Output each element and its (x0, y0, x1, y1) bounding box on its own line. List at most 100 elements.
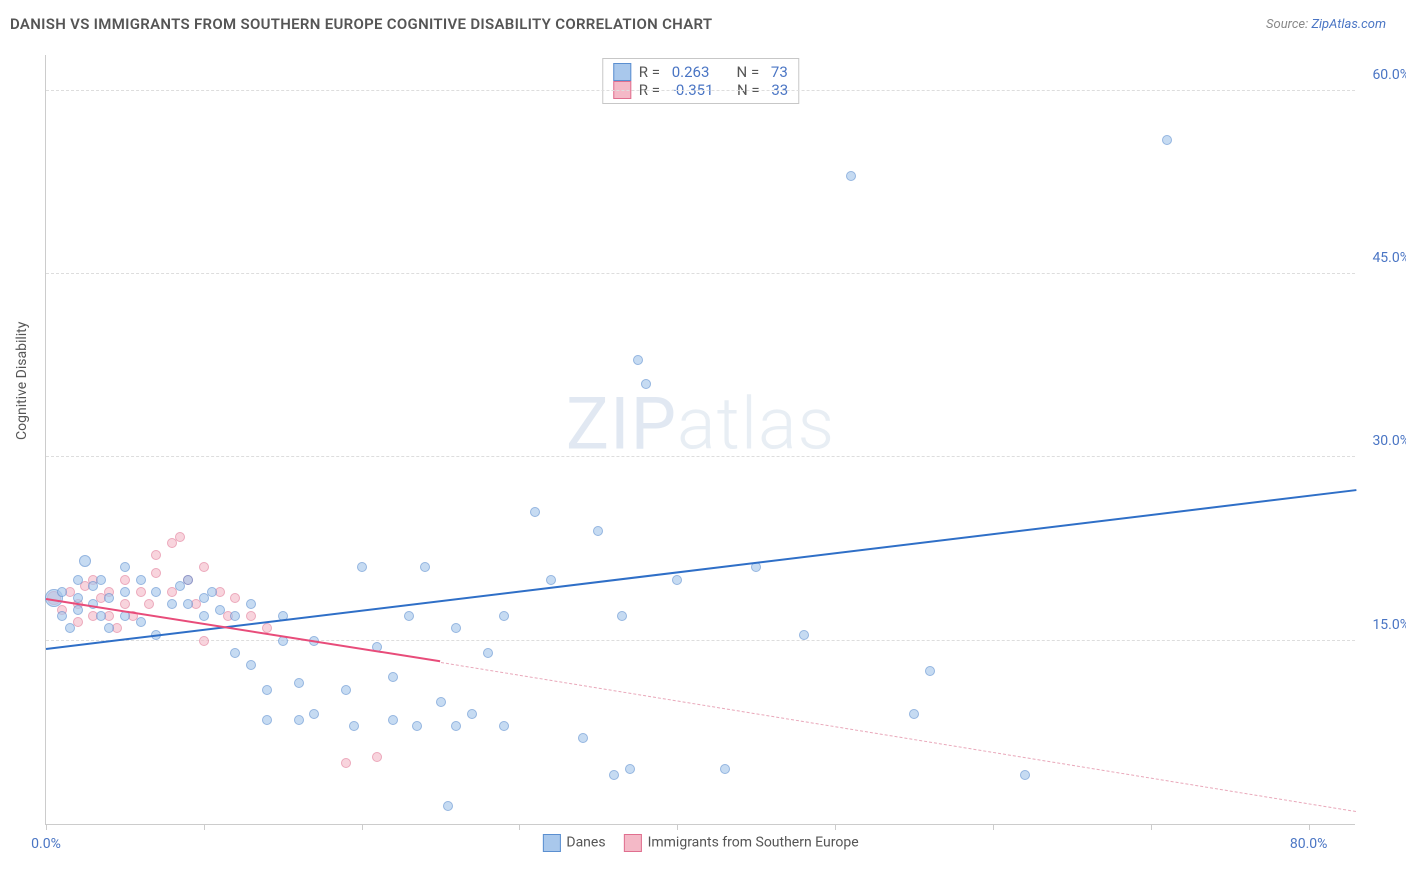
data-point-danes (633, 355, 643, 365)
source-link[interactable]: ZipAtlas.com (1311, 17, 1386, 32)
data-point-danes (404, 611, 414, 621)
x-tick (677, 824, 678, 830)
data-point-danes (57, 587, 67, 597)
data-point-immigrants (120, 575, 130, 585)
data-point-danes (1162, 135, 1172, 145)
data-point-danes (925, 666, 935, 676)
data-point-danes (73, 575, 83, 585)
y-tick-label: 60.0% (1372, 67, 1406, 83)
x-tick-label: 80.0% (1290, 836, 1328, 852)
data-point-danes (96, 611, 106, 621)
y-axis-label: Cognitive Disability (14, 322, 30, 440)
data-point-danes (73, 593, 83, 603)
y-tick-label: 30.0% (1372, 433, 1406, 449)
data-point-danes (183, 599, 193, 609)
y-tick-label: 45.0% (1372, 250, 1406, 266)
legend-item-danes: Danes (542, 834, 605, 852)
chart-source: Source: ZipAtlas.com (1266, 17, 1386, 32)
stats-swatch-danes (613, 63, 631, 81)
data-point-immigrants (175, 532, 185, 542)
data-point-danes (593, 526, 603, 536)
data-point-danes (436, 697, 446, 707)
data-point-immigrants (230, 593, 240, 603)
stats-row-danes: R = 0.263 N = 73 (613, 63, 788, 81)
data-point-danes (499, 721, 509, 731)
data-point-danes (183, 575, 193, 585)
data-point-danes (451, 623, 461, 633)
stats-legend-box: R = 0.263 N = 73 R = -0.351 N = 33 (602, 58, 799, 104)
data-point-danes (909, 709, 919, 719)
data-point-danes (230, 648, 240, 658)
data-point-danes (846, 171, 856, 181)
data-point-danes (546, 575, 556, 585)
data-point-danes (294, 715, 304, 725)
data-point-danes (578, 733, 588, 743)
data-point-danes (530, 507, 540, 517)
data-point-danes (96, 575, 106, 585)
x-tick (46, 824, 47, 830)
chart-header: DANISH VS IMMIGRANTS FROM SOUTHERN EUROP… (0, 0, 1406, 40)
data-point-immigrants (136, 587, 146, 597)
data-point-danes (483, 648, 493, 658)
y-tick-label: 15.0% (1372, 617, 1406, 633)
data-point-immigrants (199, 636, 209, 646)
data-point-danes (625, 764, 635, 774)
data-point-danes (443, 801, 453, 811)
data-point-danes (120, 562, 130, 572)
data-point-danes (104, 593, 114, 603)
gridline-h (46, 640, 1355, 641)
x-tick (1151, 824, 1152, 830)
data-point-danes (641, 379, 651, 389)
data-point-danes (451, 721, 461, 731)
data-point-danes (341, 685, 351, 695)
data-point-danes (388, 672, 398, 682)
data-point-danes (57, 611, 67, 621)
x-tick (993, 824, 994, 830)
data-point-danes (499, 611, 509, 621)
data-point-danes (309, 709, 319, 719)
regression-line (46, 490, 1356, 651)
data-point-danes (412, 721, 422, 731)
data-point-danes (262, 685, 272, 695)
data-point-danes (246, 660, 256, 670)
data-point-danes (104, 623, 114, 633)
data-point-danes (207, 587, 217, 597)
data-point-danes (420, 562, 430, 572)
data-point-danes (609, 770, 619, 780)
chart-title: DANISH VS IMMIGRANTS FROM SOUTHERN EUROP… (10, 15, 712, 33)
data-point-danes (136, 575, 146, 585)
plot-area: ZIPatlas R = 0.263 N = 73 R = -0.351 N =… (45, 55, 1355, 825)
data-point-danes (357, 562, 367, 572)
data-point-danes (79, 555, 91, 567)
data-point-danes (294, 678, 304, 688)
data-point-immigrants (144, 599, 154, 609)
bottom-legend: Danes Immigrants from Southern Europe (542, 834, 858, 852)
data-point-immigrants (151, 550, 161, 560)
x-tick (519, 824, 520, 830)
legend-swatch-danes (542, 834, 560, 852)
data-point-danes (799, 630, 809, 640)
data-point-danes (73, 605, 83, 615)
data-point-immigrants (341, 758, 351, 768)
data-point-danes (388, 715, 398, 725)
gridline-h (46, 456, 1355, 457)
data-point-danes (349, 721, 359, 731)
gridline-h (46, 90, 1355, 91)
legend-swatch-immigrants (624, 834, 642, 852)
data-point-danes (720, 764, 730, 774)
x-tick (362, 824, 363, 830)
data-point-danes (167, 599, 177, 609)
data-point-danes (120, 587, 130, 597)
data-point-immigrants (199, 562, 209, 572)
data-point-danes (262, 715, 272, 725)
data-point-danes (215, 605, 225, 615)
watermark: ZIPatlas (566, 382, 835, 467)
data-point-danes (467, 709, 477, 719)
data-point-danes (672, 575, 682, 585)
x-tick (204, 824, 205, 830)
data-point-danes (230, 611, 240, 621)
x-tick (835, 824, 836, 830)
data-point-immigrants (246, 611, 256, 621)
data-point-danes (1020, 770, 1030, 780)
data-point-danes (136, 617, 146, 627)
